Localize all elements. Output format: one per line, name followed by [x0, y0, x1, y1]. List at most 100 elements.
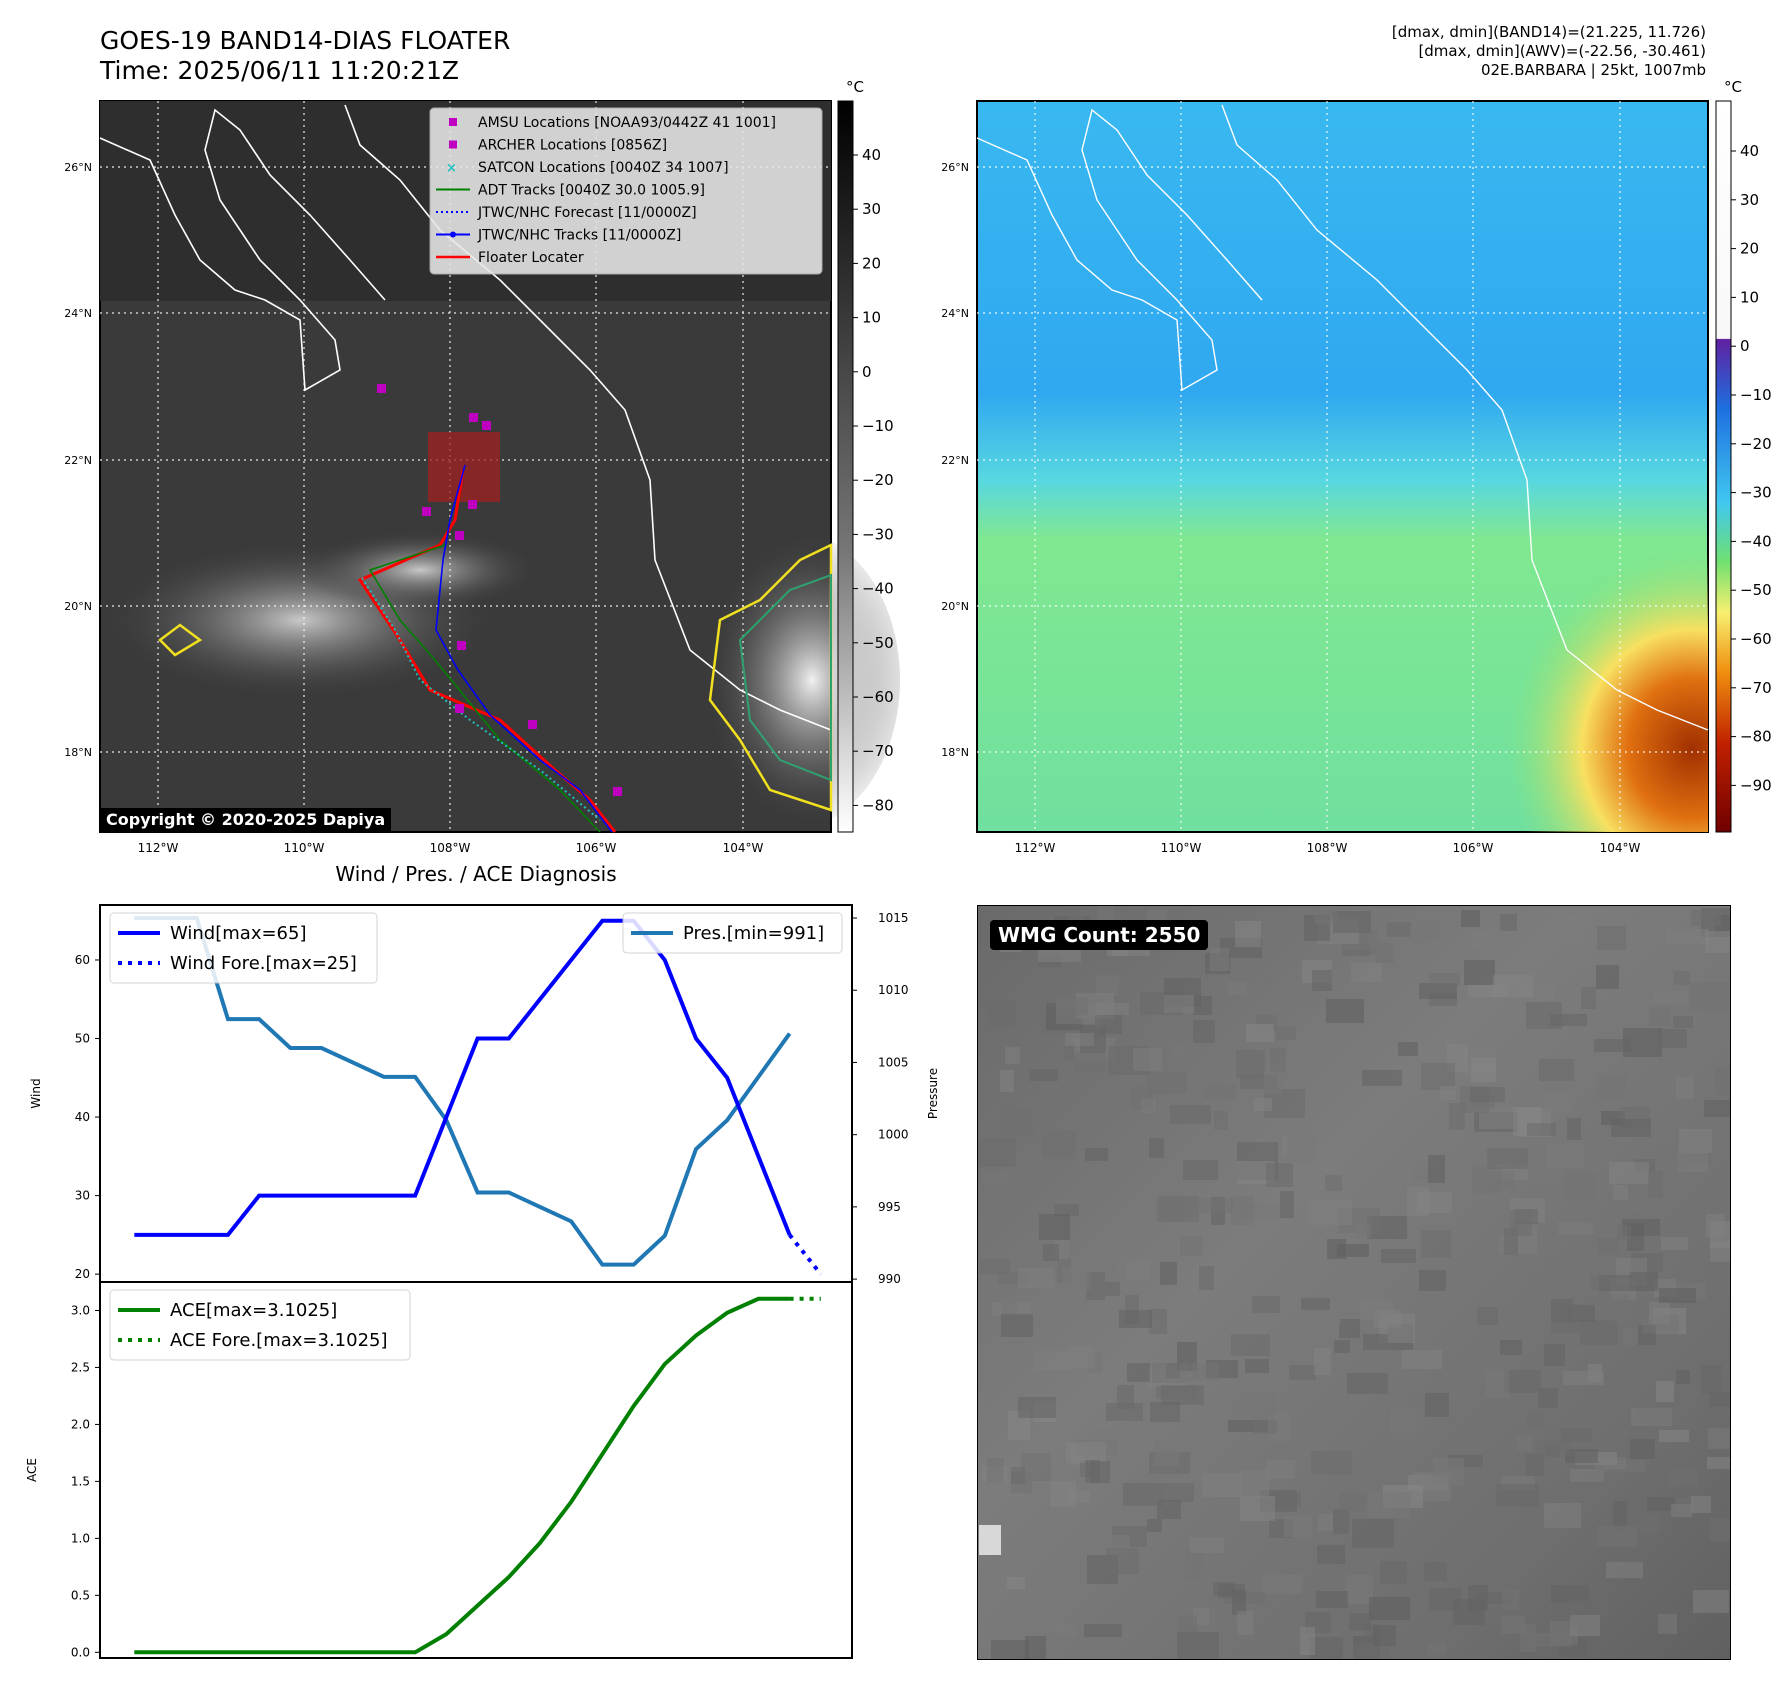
wmg-block: [1149, 1138, 1164, 1158]
wmg-block: [1043, 1244, 1059, 1261]
wmg-block: [1105, 1282, 1120, 1296]
ir-coastline-baja: [99, 108, 386, 392]
stats-block: [dmax, dmin](BAND14)=(21.225, 11.726) [d…: [1392, 23, 1706, 80]
wmg-block: [1241, 1470, 1269, 1497]
wmg-block: [1078, 1228, 1121, 1246]
wmg-block: [1096, 975, 1119, 996]
pres-ytick-label: 1005: [878, 1055, 909, 1069]
wmg-block: [1029, 1069, 1058, 1081]
wmg-block: [1558, 1222, 1594, 1235]
ir-colorbar: [837, 100, 854, 833]
wmg-block: [1246, 1024, 1274, 1042]
wmg-block: [1704, 1100, 1731, 1117]
wmg-block: [1042, 1130, 1076, 1159]
wmg-block: [1597, 926, 1626, 950]
legend-label-3: ADT Tracks [0040Z 30.0 1005.9]: [478, 183, 705, 199]
ir-cbar-label: 20: [862, 254, 881, 272]
wmg-block: [1689, 982, 1729, 1011]
wind-ytick-label: 50: [75, 1032, 90, 1046]
wmg-block: [1581, 987, 1596, 1009]
pres-ytick-label: 1010: [878, 983, 909, 997]
wmg-block: [1333, 1509, 1349, 1534]
wmg-block: [1570, 1615, 1600, 1636]
wmg-block: [1550, 1014, 1587, 1026]
wmg-block: [1496, 1484, 1539, 1507]
wmg-block: [1038, 948, 1081, 962]
ir-cbar-label: −80: [862, 796, 894, 814]
ir-cbar-label: −70: [862, 742, 894, 760]
wmg-block: [1287, 1135, 1316, 1162]
satcon-track: [361, 577, 601, 821]
wmg-block: [1544, 1503, 1581, 1528]
wmg-block: [1674, 971, 1690, 985]
chart-legend-box: [622, 912, 843, 954]
wmg-block: [1187, 905, 1222, 922]
wmg-block: [1570, 1469, 1604, 1482]
wmg-block: [1577, 947, 1594, 970]
wmg-block: [1235, 921, 1261, 947]
wmg-block: [1284, 1516, 1312, 1537]
pres-ytick-label: 990: [878, 1272, 901, 1286]
wmg-block: [1119, 1310, 1152, 1328]
wmg-block: [1597, 1238, 1618, 1254]
wmg-block: [1425, 1393, 1449, 1417]
wmg-block: [1314, 1348, 1331, 1375]
wmg-block: [1254, 1098, 1272, 1111]
wind-ytick-label: 60: [75, 953, 90, 967]
ir-lon-label: 108°W: [430, 841, 471, 855]
wv-lat-label: 18°N: [941, 746, 969, 759]
wv-cbar-label: −90: [1740, 776, 1772, 794]
wmg-block: [1085, 1460, 1100, 1483]
wmg-block: [1419, 1270, 1446, 1291]
wind-ytick-label: 30: [75, 1189, 90, 1203]
chart-legend-box: [109, 1289, 411, 1361]
wmg-block: [1270, 1048, 1286, 1072]
legend-marker-1: [449, 140, 457, 149]
diagnosis-title: Wind / Pres. / ACE Diagnosis: [335, 862, 617, 886]
wmg-block: [1487, 1148, 1528, 1169]
wmg-block: [1427, 1643, 1446, 1655]
wv-dry-region: [1400, 500, 1708, 832]
wmg-block: [979, 1259, 1010, 1274]
wmg-block: [1000, 1070, 1014, 1092]
wmg-block: [1185, 1550, 1205, 1579]
wv-map: [976, 100, 1709, 833]
wmg-block: [1287, 990, 1320, 1009]
wmg-block: [1156, 1386, 1198, 1399]
wmg-block: [1402, 1350, 1442, 1369]
wmg-block: [1177, 1632, 1219, 1659]
wmg-block: [1141, 1099, 1156, 1113]
wmg-block: [1309, 1199, 1352, 1225]
ir-cbar-label: −60: [862, 688, 894, 706]
wmg-block: [1429, 1588, 1461, 1611]
ir-cloud-band-2: [300, 530, 540, 610]
wmg-block: [1709, 1392, 1731, 1407]
wmg-block: [1706, 1214, 1725, 1237]
wmg-block: [1410, 1394, 1426, 1406]
wmg-block: [1647, 1497, 1674, 1511]
ace-ytick-label: 1.0: [71, 1531, 90, 1545]
chart-legend-label: ACE[max=3.1025]: [170, 1300, 337, 1321]
wmg-bright-spot: [979, 1525, 1001, 1555]
stats-line-2: [dmax, dmin](AWV)=(-22.56, -30.461): [1418, 42, 1706, 60]
amsu-markers: [377, 384, 622, 796]
title-line-2: Time: 2025/06/11 11:20:21Z: [100, 56, 459, 85]
wmg-block: [1630, 1272, 1658, 1291]
wmg-block: [1544, 1344, 1565, 1366]
wmg-block: [1613, 1501, 1627, 1530]
wmg-block: [1676, 1077, 1694, 1099]
wmg-block: [1074, 1053, 1106, 1072]
wmg-block: [1183, 1160, 1218, 1180]
wmg-block: [1055, 1623, 1075, 1635]
diagnosis-chart: 20 30 40 50 60 990 995 1000 1005 1010 1015 0.0 0.5 1.…: [25, 904, 940, 1659]
wv-colorbar: [1715, 100, 1732, 833]
wmg-block: [1623, 1328, 1637, 1347]
ir-contour-west: [158, 623, 203, 657]
ir-cbar-label: 30: [862, 200, 881, 218]
ir-cbar-label: 40: [862, 146, 881, 164]
wmg-block: [1357, 1223, 1371, 1238]
wmg-block: [1178, 1615, 1197, 1635]
wmg-block: [1228, 982, 1247, 995]
wmg-block: [1318, 1514, 1333, 1531]
wmg-block: [1485, 1369, 1509, 1398]
